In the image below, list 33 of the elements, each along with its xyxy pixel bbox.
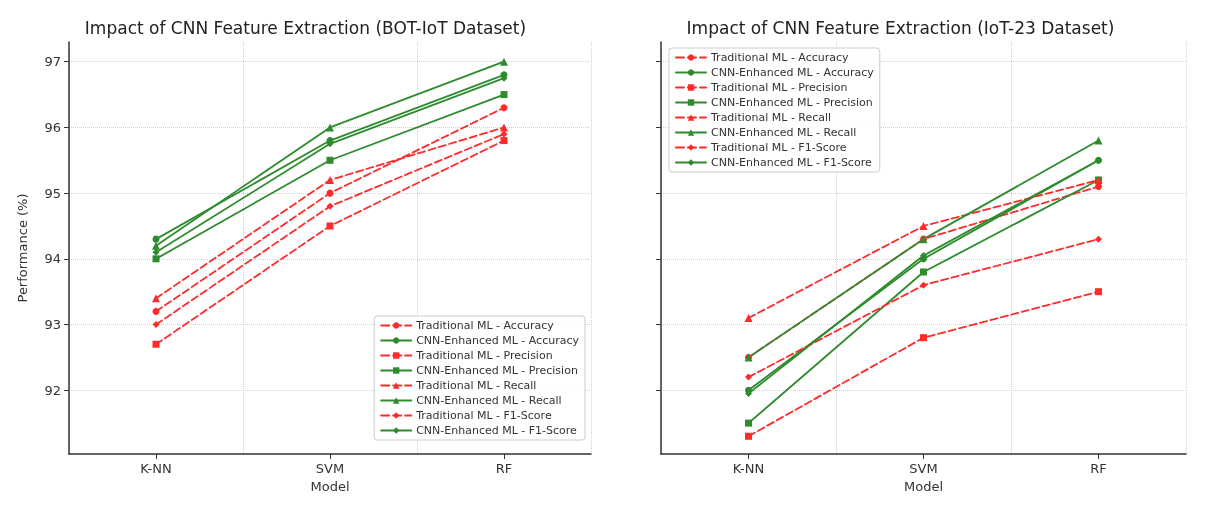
legend-label: CNN-Enhanced ML - Recall xyxy=(416,394,562,407)
y-tick-label: 92 xyxy=(44,382,61,398)
x-tick-label: SVM xyxy=(909,461,938,476)
chart-title: Impact of CNN Feature Extraction (BOT-IoT Dataset) xyxy=(84,17,527,38)
y-tick-label: 93 xyxy=(44,317,61,333)
legend-label: CNN-Enhanced ML - Recall xyxy=(711,126,857,139)
legend-label: CNN-Enhanced ML - Precision xyxy=(711,96,873,109)
x-tick-label: RF xyxy=(1090,461,1107,476)
legend-label: CNN-Enhanced ML - Precision xyxy=(416,364,578,377)
legend-label: Traditional ML - F1-Score xyxy=(415,409,552,422)
y-tick-label: 97 xyxy=(44,54,61,70)
chart-title: Impact of CNN Feature Extraction (IoT-23 Dataset) xyxy=(686,17,1115,38)
legend-label: CNN-Enhanced ML - F1-Score xyxy=(416,424,578,437)
y-axis-title: Performance (%) xyxy=(15,193,30,303)
y-tick-label: 96 xyxy=(44,119,61,135)
legend-label: Traditional ML - Precision xyxy=(710,81,848,94)
legend-label: Traditional ML - Recall xyxy=(710,111,832,124)
y-tick-label: 94 xyxy=(44,251,61,267)
y-tick-label: 95 xyxy=(44,185,61,201)
x-tick-label: K-NN xyxy=(732,461,765,476)
legend-label: CNN-Enhanced ML - Accuracy xyxy=(416,334,580,347)
x-tick-label: RF xyxy=(495,461,513,476)
legend-label: CNN-Enhanced ML - Accuracy xyxy=(711,66,875,79)
legend-label: Traditional ML - Recall xyxy=(415,379,537,392)
x-tick-label: SVM xyxy=(315,461,345,476)
legend-label: Traditional ML - Accuracy xyxy=(710,51,850,64)
legend-label: Traditional ML - Precision xyxy=(415,349,553,362)
legend-label: Traditional ML - Accuracy xyxy=(415,319,555,332)
x-tick-label: K-NN xyxy=(140,461,172,476)
x-axis-title: Model xyxy=(310,478,350,494)
legend-label: Traditional ML - F1-Score xyxy=(710,141,847,154)
legend-label: CNN-Enhanced ML - F1-Score xyxy=(711,156,872,169)
x-axis-title: Model xyxy=(903,478,944,494)
